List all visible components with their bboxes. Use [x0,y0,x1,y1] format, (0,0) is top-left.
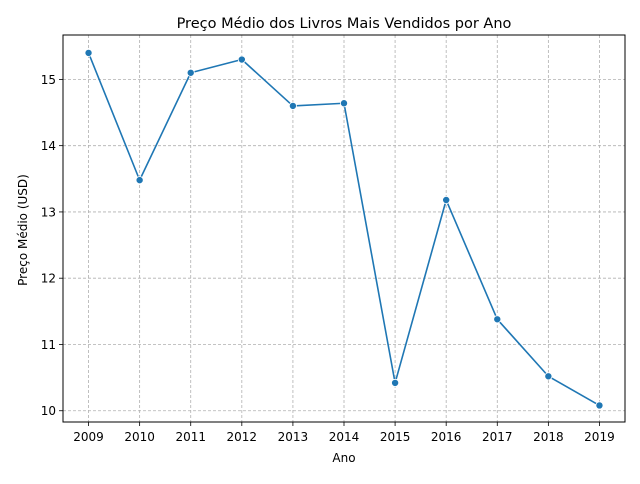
x-tick-label: 2013 [278,430,309,444]
data-point [339,99,348,108]
x-tick-label: 2019 [584,430,615,444]
y-tick-label: 11 [41,338,56,352]
x-tick-label: 2014 [329,430,360,444]
x-axis-label: Ano [332,451,355,465]
x-tick-label: 2015 [380,430,411,444]
data-point [544,372,553,381]
data-point [186,68,195,77]
data-point [237,55,246,64]
data-point [288,101,297,110]
y-tick-label: 15 [41,73,56,87]
grid [63,35,625,422]
data-point [84,48,93,57]
series-markers [84,48,604,410]
y-axis-label: Preço Médio (USD) [16,174,30,286]
x-tick-label: 2011 [175,430,206,444]
y-tick-label: 14 [41,139,56,153]
x-axis-ticks: 2009 2010 2011 2012 2013 2014 2015 2016 2017 2018… [73,422,615,444]
x-tick-label: 2017 [482,430,513,444]
y-axis-ticks: 10 11 12 13 14 15 [41,73,63,418]
x-tick-label: 2009 [73,430,104,444]
data-point [493,315,502,324]
y-tick-label: 13 [41,205,56,219]
y-tick-label: 10 [41,404,56,418]
x-tick-label: 2016 [431,430,462,444]
data-point [595,401,604,410]
data-point [442,196,451,205]
data-point [391,378,400,387]
x-tick-label: 2018 [533,430,564,444]
data-point [135,176,144,185]
x-tick-label: 2010 [124,430,155,444]
y-tick-label: 12 [41,272,56,286]
chart-title: Preço Médio dos Livros Mais Vendidos por… [177,16,512,32]
x-tick-label: 2012 [227,430,258,444]
